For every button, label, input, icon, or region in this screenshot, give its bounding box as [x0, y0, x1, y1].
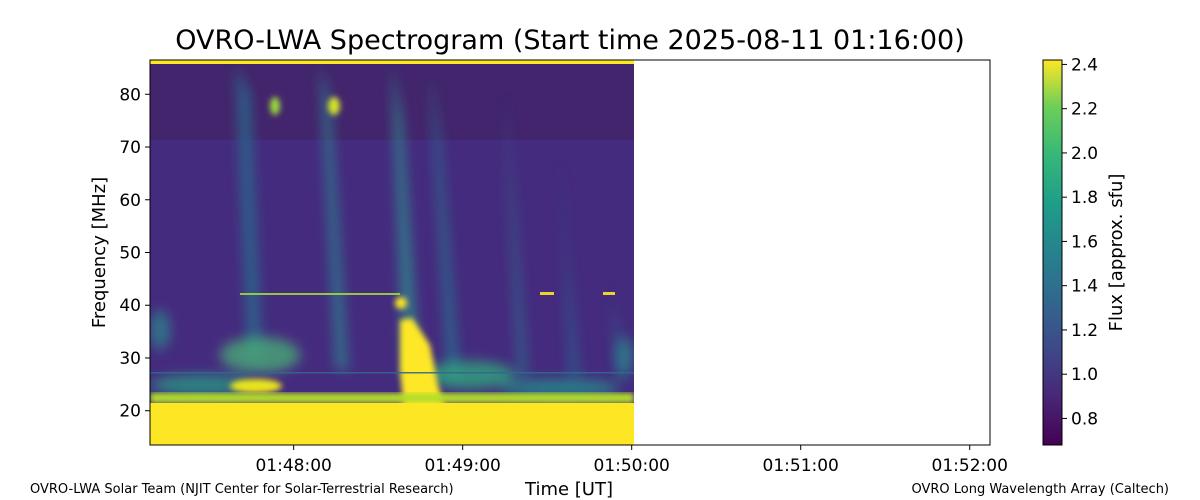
colorbar-tick-label: 1.0 — [1071, 365, 1098, 385]
y-tick-label: 20 — [119, 402, 141, 422]
y-tick-label: 60 — [119, 191, 141, 211]
rfi-line — [603, 292, 615, 295]
bright-burst — [400, 318, 446, 412]
chart-title: OVRO-LWA Spectrogram (Start time 2025-08… — [175, 25, 965, 56]
top-saturated-row — [150, 60, 634, 64]
y-axis-label: Frequency [MHz] — [89, 177, 110, 328]
colorbar-tick-label: 1.4 — [1071, 277, 1098, 297]
x-axis-label: Time [UT] — [524, 479, 613, 500]
emission-patch — [220, 337, 300, 373]
y-tick-label: 40 — [119, 296, 141, 316]
rfi-line — [540, 292, 554, 295]
spectrogram-top-gradient — [150, 60, 634, 140]
burst-streak — [236, 65, 262, 360]
emission-patch — [150, 375, 250, 395]
colorbar-tick-label: 1.8 — [1071, 188, 1098, 208]
colorbar-tick-label: 0.8 — [1071, 409, 1098, 429]
burst-streak — [392, 65, 420, 380]
colorbar-tick-label: 2.2 — [1071, 100, 1098, 120]
colorbar-frame — [1042, 59, 1063, 446]
credit-left: OVRO-LWA Solar Team (NJIT Center for Sol… — [30, 482, 454, 497]
x-tick-label: 01:51:00 — [763, 456, 839, 476]
colorbar-tick-label: 1.6 — [1071, 232, 1098, 252]
colorbar-tick-label: 2.0 — [1071, 144, 1098, 164]
y-tick-label: 70 — [119, 138, 141, 158]
bright-burst — [395, 297, 407, 309]
rfi-line — [240, 293, 400, 295]
emission-patch — [500, 379, 620, 397]
y-tick-label: 30 — [119, 349, 141, 369]
y-tick-label: 80 — [119, 85, 141, 105]
spectrogram-image — [150, 60, 634, 445]
colorbar-tick-label: 2.4 — [1071, 55, 1098, 75]
emission-patch — [617, 337, 633, 373]
saturated-band-edge — [150, 393, 634, 403]
colorbar-gradient — [1043, 60, 1062, 445]
burst-streak — [560, 150, 580, 380]
saturated-band — [150, 403, 634, 445]
colorbar: 0.8 1.0 1.2 1.4 1.6 1.8 2.0 2.2 2.4 Flux [approx.… — [1042, 55, 1127, 446]
x-tick-label: 01:50:00 — [594, 456, 670, 476]
emission-patch — [150, 310, 170, 350]
burst-streak — [430, 70, 460, 380]
credit-right: OVRO Long Wavelength Array (Caltech) — [911, 482, 1169, 497]
colorbar-tick-label: 1.2 — [1071, 321, 1098, 341]
colorbar-label: Flux [approx. sfu] — [1106, 174, 1127, 332]
bright-burst — [230, 379, 282, 393]
bright-burst — [270, 97, 280, 115]
emission-patch — [425, 361, 515, 389]
y-tick-label: 50 — [119, 244, 141, 264]
bright-burst — [328, 97, 340, 115]
x-tick-label: 01:48:00 — [255, 456, 331, 476]
axes: 01:48:00 01:49:00 01:50:00 01:51:00 01:52:00… — [89, 59, 1008, 500]
x-tick-label: 01:49:00 — [424, 456, 500, 476]
rfi-line — [150, 372, 634, 374]
x-tick-label: 01:52:00 — [932, 456, 1008, 476]
burst-streak — [505, 90, 528, 380]
